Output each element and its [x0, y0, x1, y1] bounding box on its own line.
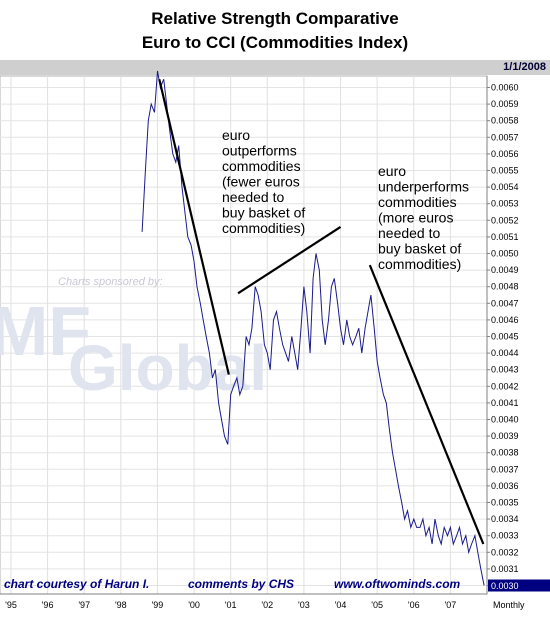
- y-tick-label: 0.0040: [491, 415, 519, 425]
- date-band: [0, 60, 550, 75]
- y-tick-label: 0.0041: [491, 398, 519, 408]
- y-tick-label: 0.0044: [491, 348, 519, 358]
- y-tick-label: 0.0057: [491, 132, 519, 142]
- y-tick-label: 0.0051: [491, 232, 519, 242]
- annotation-line: buy basket of: [222, 205, 305, 221]
- x-tick-label: '07: [445, 600, 457, 610]
- x-tick-label: '96: [42, 600, 54, 610]
- annotation-line: needed to: [222, 189, 284, 205]
- y-tick-label: 0.0047: [491, 298, 519, 308]
- credit-right: www.oftwominds.com: [334, 577, 461, 591]
- date-label: 1/1/2008: [503, 61, 546, 73]
- annotation-line: commodities: [378, 194, 457, 210]
- last-value-label: 0.0030: [491, 581, 519, 591]
- y-tick-label: 0.0058: [491, 116, 519, 126]
- annotation-line: outperforms: [222, 143, 297, 159]
- annotation-line: euro: [378, 163, 406, 179]
- x-axis: '95 '96 '97 '98 '99 '00 '01 '02 '03 '04 '05 '06 '07 M…: [0, 593, 525, 610]
- x-tick-label: '03: [298, 600, 310, 610]
- y-tick-label: 0.0045: [491, 332, 519, 342]
- y-tick-label: 0.0037: [491, 464, 519, 474]
- credit-middle: comments by CHS: [188, 577, 294, 591]
- y-tick-label: 0.0043: [491, 365, 519, 375]
- y-tick-label: 0.0038: [491, 448, 519, 458]
- series-line-0: [141, 70, 485, 586]
- x-tick-label: '04: [335, 600, 347, 610]
- annotation-line: needed to: [378, 225, 440, 241]
- sponsor-watermark: Charts sponsored by: MF Global: [0, 276, 267, 404]
- y-tick-label: 0.0050: [491, 249, 519, 259]
- annotation-line: commodities): [378, 256, 461, 272]
- y-tick-label: 0.0033: [491, 531, 519, 541]
- trendline-1: [158, 78, 230, 375]
- series-layer: [141, 70, 485, 586]
- x-tick-label: '06: [408, 600, 420, 610]
- last-value-box: [488, 579, 550, 592]
- chart-title: Relative Strength Comparative: [151, 9, 399, 28]
- y-tick-label: 0.0046: [491, 315, 519, 325]
- y-tick-label: 0.0052: [491, 215, 519, 225]
- y-tick-label: 0.0042: [491, 381, 519, 391]
- y-tick-label: 0.0060: [491, 83, 519, 93]
- trendline-3: [368, 264, 485, 545]
- y-tick-label: 0.0034: [491, 514, 519, 524]
- y-tick-label: 0.0049: [491, 265, 519, 275]
- y-tick-label: 0.0055: [491, 166, 519, 176]
- annotation-line: (fewer euros: [222, 174, 300, 190]
- watermark-small-text: Charts sponsored by:: [58, 276, 163, 288]
- x-tick-label: '98: [115, 600, 127, 610]
- y-tick-label: 0.0032: [491, 547, 519, 557]
- x-tick-label: '01: [225, 600, 237, 610]
- trendline-2: [237, 226, 342, 295]
- annotation-line: commodities): [222, 220, 305, 236]
- x-tick-label: '99: [152, 600, 164, 610]
- watermark-global-text: Global: [68, 332, 267, 404]
- annotation-line: commodities: [222, 158, 301, 174]
- annotation-line: (more euros: [378, 210, 453, 226]
- x-tick-label: '97: [78, 600, 90, 610]
- credits-line: chart courtesy of Harun I. comments by C…: [4, 577, 461, 591]
- annotation-line: euro: [222, 127, 250, 143]
- x-tick-label: '02: [261, 600, 273, 610]
- chart-subtitle: Euro to CCI (Commodities Index): [141, 33, 409, 52]
- y-tick-label: 0.0039: [491, 431, 519, 441]
- y-tick-label: 0.0056: [491, 149, 519, 159]
- x-tick-label: '00: [188, 600, 200, 610]
- y-tick-label: 0.0059: [491, 99, 519, 109]
- annotation-line: buy basket of: [378, 241, 461, 257]
- credit-left: chart courtesy of Harun I.: [4, 577, 149, 591]
- x-tick-label: '95: [5, 600, 17, 610]
- watermark-mf-text: MF: [0, 292, 91, 370]
- y-tick-label: 0.0048: [491, 282, 519, 292]
- y-tick-label: 0.0031: [491, 564, 519, 574]
- x-tick-label: '05: [371, 600, 383, 610]
- y-tick-label: 0.0053: [491, 199, 519, 209]
- period-label: Monthly: [493, 600, 525, 610]
- annotation-line: underperforms: [378, 179, 469, 195]
- y-tick-label: 0.0035: [491, 498, 519, 508]
- y-tick-label: 0.0036: [491, 481, 519, 491]
- y-tick-label: 0.0054: [491, 182, 519, 192]
- y-axis: 0.0060 0.0059 0.0058 0.0057 0.0056 0.0055 0.00…: [486, 76, 550, 594]
- trendlines: [158, 78, 485, 545]
